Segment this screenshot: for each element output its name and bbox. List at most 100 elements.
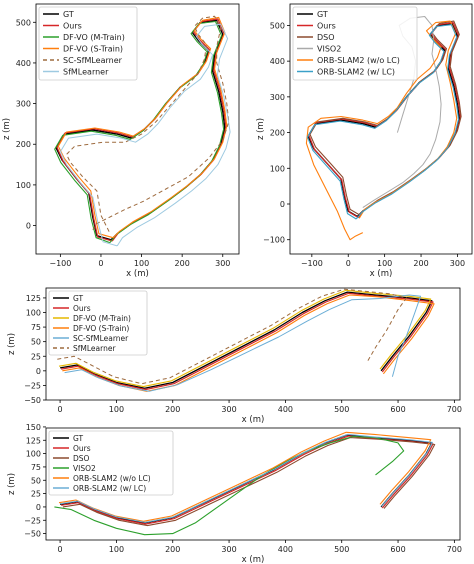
y-tick-label: 25 bbox=[31, 352, 41, 361]
y-tick-label: 500 bbox=[16, 18, 31, 27]
series-line bbox=[64, 294, 422, 392]
series-group bbox=[54, 431, 436, 536]
x-tick-label: 100 bbox=[109, 405, 124, 414]
x-tick-label: 0 bbox=[58, 405, 63, 414]
y-tick-label: 0 bbox=[280, 200, 285, 209]
y-tick-label: 200 bbox=[270, 129, 285, 138]
series-group bbox=[57, 288, 435, 392]
x-tick-label: 300 bbox=[215, 259, 230, 268]
series-line bbox=[57, 288, 407, 385]
subplot-1: −100 0 100 200 300 0 100 200 300 400 500 x (m) z (m)… bbox=[2, 3, 240, 279]
x-axis-label: x (m) bbox=[126, 269, 149, 279]
legend-box bbox=[48, 290, 148, 356]
y-tick-label: 200 bbox=[16, 140, 31, 149]
y-tick-label: 500 bbox=[270, 21, 285, 30]
x-tick-label: 300 bbox=[450, 259, 465, 268]
x-tick-label: 0 bbox=[98, 259, 103, 268]
legend-label: SC-SfMLearner bbox=[63, 56, 123, 65]
x-tick-label: 500 bbox=[334, 405, 349, 414]
y-tick-label: 300 bbox=[270, 93, 285, 102]
y-tick-label: 50 bbox=[31, 338, 41, 347]
legend-label: DF-VO (M-Train) bbox=[63, 33, 125, 42]
legend-label: DF-VO (M-Train) bbox=[73, 314, 131, 323]
legend-label: DF-VO (S-Train) bbox=[63, 45, 123, 54]
y-tick-label: 300 bbox=[16, 100, 31, 109]
y-axis-label: z (m) bbox=[2, 118, 12, 140]
y-axis-label: z (m) bbox=[7, 473, 17, 495]
x-tick-label: 700 bbox=[447, 545, 462, 554]
y-tick-label: 100 bbox=[26, 309, 41, 318]
series-line bbox=[57, 16, 228, 239]
legend-box bbox=[38, 6, 138, 81]
legend-label: GT bbox=[317, 10, 328, 19]
series-line bbox=[61, 292, 434, 391]
y-axis-label: z (m) bbox=[256, 118, 266, 140]
legend-label: SfMLearner bbox=[63, 68, 109, 77]
y-tick-label: 75 bbox=[31, 323, 41, 332]
y-tick-label: −25 bbox=[24, 516, 41, 525]
x-tick-label: 600 bbox=[390, 545, 405, 554]
subplot-2: −100 0 100 200 300 −100 0 100 200 300 400 500 x (m) z… bbox=[256, 3, 473, 279]
legend-label: GT bbox=[63, 10, 74, 19]
y-tick-label: 25 bbox=[31, 490, 41, 499]
x-tick-label: 100 bbox=[377, 259, 392, 268]
legend-label: Ours bbox=[63, 22, 82, 31]
x-tick-label: 100 bbox=[134, 259, 149, 268]
y-tick-label: 400 bbox=[16, 59, 31, 68]
subplot-4: 0 100 200 300 400 500 600 700 −50 −25 0 25 50 75 100 12… bbox=[7, 423, 462, 564]
y-tick-label: −100 bbox=[263, 236, 285, 245]
x-tick-label: 200 bbox=[165, 405, 180, 414]
series-line bbox=[62, 437, 436, 527]
series-line bbox=[60, 433, 433, 523]
x-tick-label: 300 bbox=[221, 405, 236, 414]
legend-label: SfMLearner bbox=[73, 344, 116, 353]
x-tick-label: −100 bbox=[49, 259, 71, 268]
y-tick-label: 100 bbox=[16, 181, 31, 190]
subplot-3: 0 100 200 300 400 500 600 700 −50 −25 0 25 50 75 100 12… bbox=[7, 287, 462, 425]
y-tick-label: 125 bbox=[26, 294, 41, 303]
y-tick-label: 400 bbox=[270, 57, 285, 66]
legend-label: ORB-SLAM2 (w/ LC) bbox=[317, 68, 395, 77]
y-tick-label: 0 bbox=[26, 222, 31, 231]
y-tick-label: 0 bbox=[36, 503, 41, 512]
legend-label: VISO2 bbox=[73, 464, 96, 473]
legend-label: DSO bbox=[317, 33, 335, 42]
series-line bbox=[58, 289, 432, 388]
legend-label: Ours bbox=[73, 444, 91, 453]
plot-frame bbox=[289, 3, 473, 255]
x-tick-label: 100 bbox=[109, 545, 124, 554]
legend-label: DF-VO (S-Train) bbox=[73, 324, 129, 333]
x-axis-label: x (m) bbox=[242, 415, 265, 425]
legend-label: SC-SfMLearner bbox=[73, 334, 129, 343]
legend-label: Ours bbox=[73, 304, 91, 313]
series-line bbox=[59, 23, 231, 247]
x-tick-label: 200 bbox=[175, 259, 190, 268]
x-axis-label: x (m) bbox=[370, 269, 393, 279]
y-tick-label: 50 bbox=[31, 476, 41, 485]
legend-label: Ours bbox=[317, 22, 336, 31]
series-line bbox=[66, 15, 230, 232]
y-tick-label: −25 bbox=[24, 381, 41, 390]
legend-box bbox=[292, 6, 418, 81]
x-tick-label: 0 bbox=[58, 545, 63, 554]
x-tick-label: 600 bbox=[390, 405, 405, 414]
legend-label: ORB-SLAM2 (w/o LC) bbox=[73, 474, 151, 483]
plot-frame bbox=[45, 287, 461, 401]
x-tick-label: 0 bbox=[346, 259, 351, 268]
legend-label: GT bbox=[73, 434, 84, 443]
plot-frame bbox=[45, 427, 461, 541]
legend-label: ORB-SLAM2 (w/o LC) bbox=[317, 56, 400, 65]
y-tick-label: 100 bbox=[26, 450, 41, 459]
x-tick-label: 400 bbox=[278, 405, 293, 414]
y-tick-label: 125 bbox=[26, 436, 41, 445]
x-tick-label: 700 bbox=[447, 405, 462, 414]
x-tick-label: 200 bbox=[165, 545, 180, 554]
x-tick-label: 300 bbox=[221, 545, 236, 554]
plot-frame bbox=[35, 3, 240, 255]
legend-box bbox=[48, 430, 174, 496]
y-tick-label: 0 bbox=[36, 367, 41, 376]
x-tick-label: 500 bbox=[334, 545, 349, 554]
y-tick-label: 150 bbox=[26, 423, 41, 432]
y-tick-label: 100 bbox=[270, 164, 285, 173]
